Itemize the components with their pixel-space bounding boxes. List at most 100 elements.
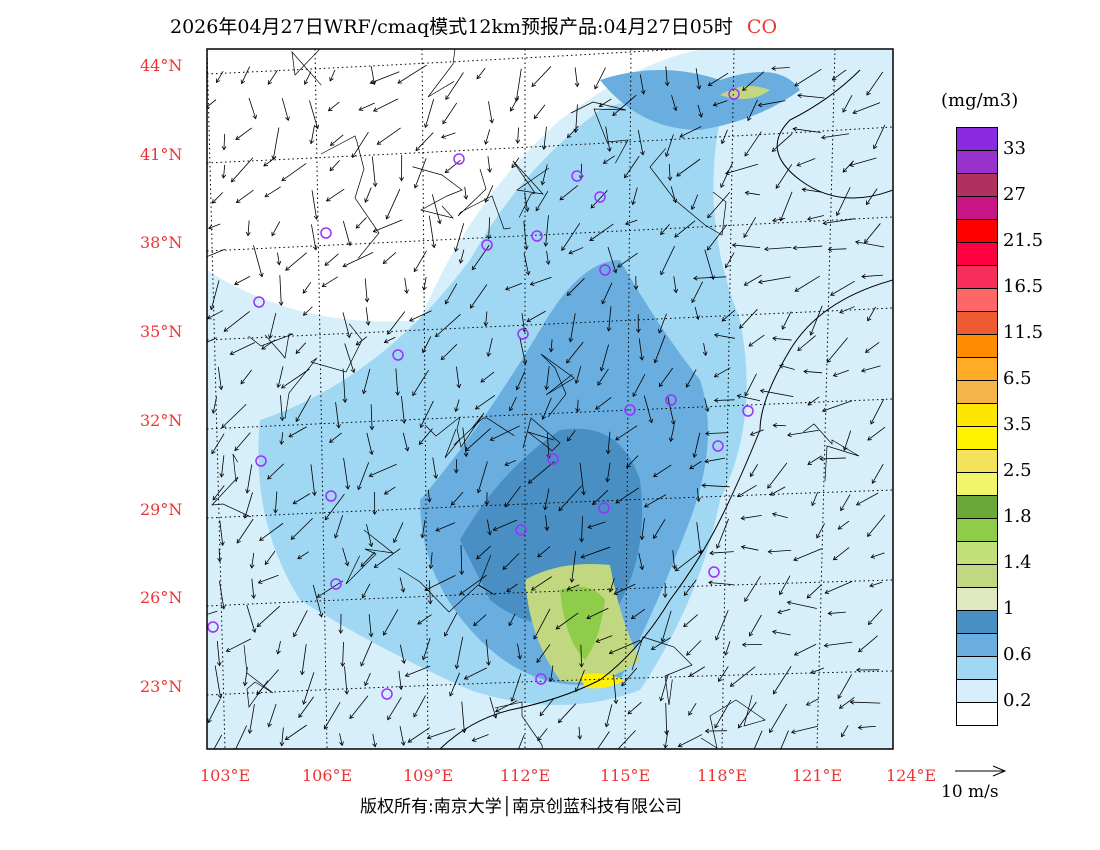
wind-arrowhead: [372, 107, 378, 112]
wind-arrow: [310, 124, 315, 144]
wind-arrow: [399, 577, 405, 593]
wind-arrow: [546, 250, 549, 265]
wind-arrowhead: [251, 594, 256, 599]
wind-arrow: [840, 494, 851, 511]
wind-arrow: [639, 74, 645, 94]
wind-arrow: [772, 218, 786, 222]
wind-arrowhead: [486, 234, 492, 240]
wind-arrow: [477, 461, 488, 493]
wind-arrowhead: [858, 647, 863, 653]
wind-arrowhead: [510, 697, 516, 703]
wind-arrow: [819, 457, 846, 460]
wind-arrow: [268, 703, 277, 727]
wind-arrow: [236, 189, 254, 203]
wind-arrow: [402, 432, 409, 451]
wind-arrowhead: [708, 580, 713, 586]
colorbar-swatch: [957, 312, 997, 335]
wind-arrowhead: [423, 123, 429, 129]
wind-arrowhead: [223, 327, 229, 332]
wind-arrowhead: [685, 383, 691, 388]
wind-arrowhead: [525, 270, 531, 276]
wind-arrow: [246, 464, 253, 494]
wind-arrow: [567, 430, 576, 442]
colorbar-label: 27: [1003, 184, 1026, 205]
wind-arrow: [358, 102, 375, 111]
wind-arrow: [285, 724, 307, 741]
wind-arrowhead: [568, 337, 574, 343]
wind-arrowhead: [537, 553, 542, 558]
wind-arrowhead: [640, 151, 645, 156]
lon-label: 103°E: [200, 766, 251, 785]
wind-arrow: [240, 369, 252, 385]
lat-label: 32°N: [140, 411, 183, 430]
wind-arrow: [258, 574, 279, 584]
wind-arrow: [356, 336, 368, 346]
wind-arrow: [223, 311, 250, 332]
wind-arrowhead: [839, 309, 844, 314]
wind-arrow: [370, 71, 400, 84]
wind-arrow: [212, 192, 224, 204]
wind-arrow: [671, 94, 677, 111]
species-label: CO: [746, 16, 778, 38]
lon-label: 115°E: [600, 766, 651, 785]
wind-arrowhead: [506, 587, 511, 593]
wind-arrow: [298, 696, 315, 718]
wind-arrow: [823, 218, 855, 224]
wind-arrowhead: [577, 735, 583, 740]
wind-arrow: [244, 492, 253, 519]
wind-arrow: [615, 425, 638, 441]
wind-arrowhead: [368, 542, 374, 548]
province-boundary: [345, 529, 395, 585]
wind-arrow: [867, 514, 886, 537]
wind-arrowhead: [775, 184, 780, 189]
wind-arrow: [864, 223, 881, 244]
wind-arrowhead: [864, 238, 869, 244]
wind-arrowhead: [276, 383, 282, 389]
wind-arrowhead: [545, 260, 551, 265]
wind-arrow: [768, 549, 792, 553]
wind-arrowhead: [658, 328, 663, 334]
wind-arrowhead: [639, 535, 645, 541]
wind-arrow: [721, 309, 736, 322]
wind-arrow: [607, 246, 617, 273]
wind-arrowhead: [541, 145, 547, 151]
wind-arrowhead: [256, 622, 262, 628]
wind-arrowhead: [517, 654, 522, 660]
wind-arrow: [787, 429, 819, 436]
wind-arrow: [704, 398, 709, 412]
wind-arrowhead: [249, 564, 255, 569]
wind-arrow: [430, 552, 433, 569]
wind-arrow: [665, 703, 668, 735]
wind-arrow: [464, 186, 467, 200]
wind-arrow: [807, 396, 820, 406]
wind-arrow: [362, 583, 371, 598]
wind-arrowhead: [772, 629, 777, 635]
colorbar-label: 0.2: [1003, 690, 1032, 711]
wind-arrow: [536, 644, 551, 663]
wind-arrowhead: [749, 631, 754, 637]
wind-arrow: [365, 307, 369, 326]
wind-arrowhead: [852, 109, 858, 115]
lat-label: 41°N: [140, 145, 183, 164]
wind-arrow: [806, 698, 819, 706]
wind-arrowhead: [787, 432, 792, 438]
wind-arrowhead: [350, 368, 356, 374]
wind-arrow: [806, 584, 822, 599]
wind-arrow: [603, 155, 615, 164]
lat-label: 26°N: [140, 588, 183, 607]
wind-arrow: [632, 187, 638, 205]
wind-arrowhead: [428, 564, 434, 570]
wind-arrowhead: [597, 381, 602, 386]
wind-arrowhead: [838, 704, 844, 709]
wind-arrow: [725, 163, 758, 175]
wind-arrow: [865, 341, 880, 353]
wind-arrow: [724, 641, 731, 656]
wind-arrow: [419, 428, 433, 445]
province-boundary: [424, 412, 485, 448]
wind-arrow: [852, 102, 881, 114]
wind-arrowhead: [484, 501, 490, 506]
wind-arrowhead: [781, 325, 786, 330]
wind-arrowhead: [324, 515, 330, 521]
wind-arrow: [413, 695, 426, 718]
wind-arrow: [428, 215, 435, 248]
